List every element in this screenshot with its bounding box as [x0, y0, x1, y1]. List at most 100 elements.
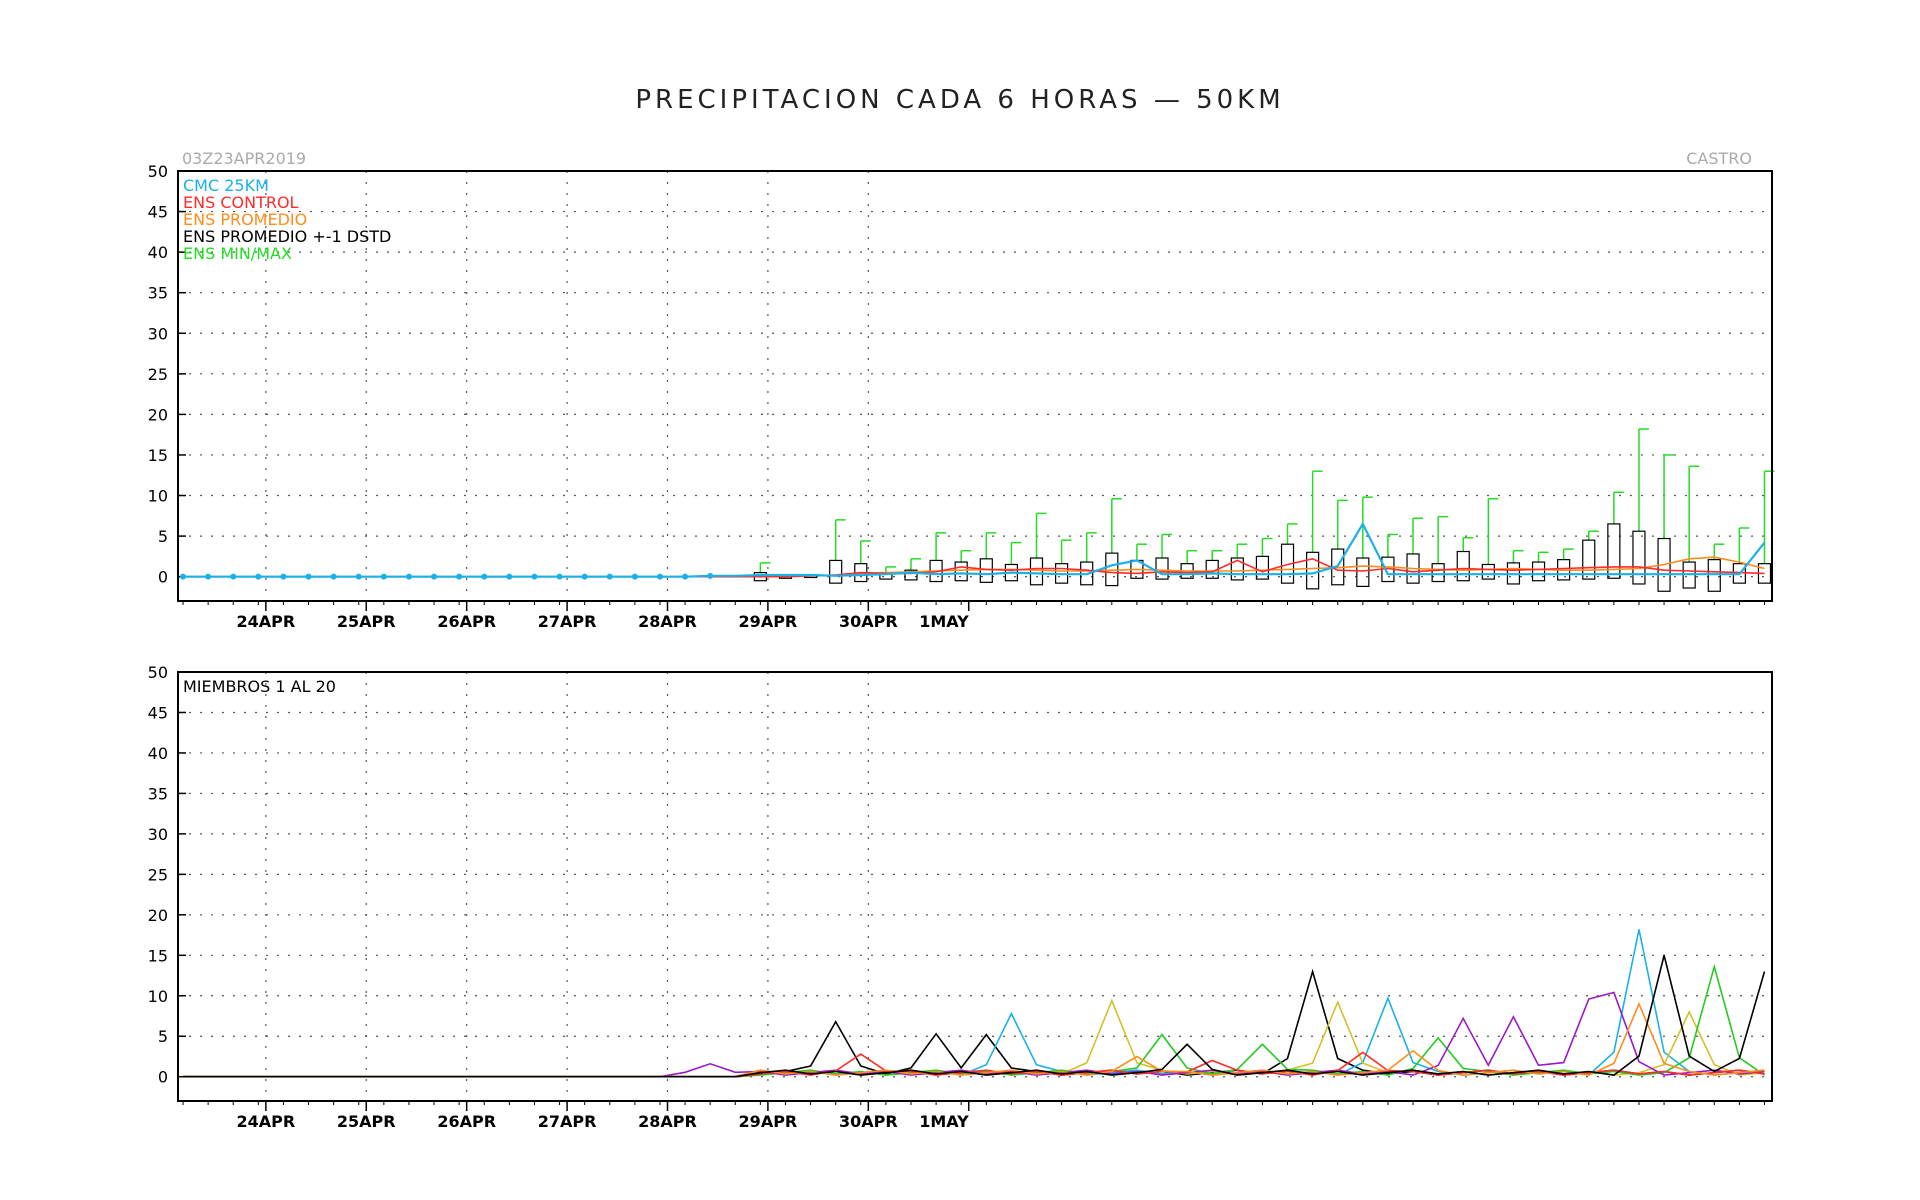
y-tick-label: 0 [158, 568, 168, 587]
cmc-point [205, 573, 212, 580]
cmc-point [255, 573, 262, 580]
y-tick-label: 15 [148, 946, 168, 965]
legend-item-dstd: ENS PROMEDIO +-1 DSTD [183, 227, 391, 246]
std-box [1431, 563, 1445, 583]
cmc-point [280, 573, 287, 580]
x-tick-label: 1MAY [919, 1112, 969, 1131]
std-box [904, 569, 918, 581]
y-tick-label: 20 [148, 906, 168, 925]
x-tick-label: 27APR [538, 612, 597, 631]
x-tick-label: 28APR [638, 1112, 697, 1131]
cmc-point [506, 573, 513, 580]
y-tick-label: 5 [158, 1027, 168, 1046]
cmc-point [481, 573, 488, 580]
x-tick-label: 24APR [237, 612, 296, 631]
panel-top: 0 5 10 15 20 25 30 35 40 45 50 24APR 25APR 26APR 27APR… [148, 162, 1775, 631]
chart-title: PRECIPITACION CADA 6 HORAS — 50KM [635, 85, 1284, 115]
std-box [1255, 555, 1270, 580]
std-box [1155, 557, 1169, 580]
y-tick-label: 20 [148, 405, 168, 424]
y-tick-label: 50 [148, 162, 168, 181]
x-tick-label: 28APR [638, 612, 697, 631]
std-box [1582, 539, 1596, 580]
plot-frame [177, 671, 1773, 1102]
member-series [183, 963, 1765, 1078]
x-tick-label: 25APR [337, 1112, 396, 1131]
cmc-point [380, 573, 387, 580]
cmc-point [531, 573, 538, 580]
cmc-point [682, 573, 689, 580]
members-annotation: MIEMBROS 1 AL 20 [183, 677, 336, 696]
std-box [1481, 563, 1495, 580]
member-series [183, 998, 1765, 1078]
plot-frame [177, 170, 1773, 602]
cmc-point [431, 573, 438, 580]
member-series [183, 955, 1766, 1078]
cmc-point [355, 573, 362, 580]
y-tick-label: 35 [148, 784, 168, 803]
y-tick-label: 10 [148, 487, 168, 506]
cmc-point [606, 573, 613, 580]
cmc-point [456, 573, 463, 580]
x-tick-label: 24APR [237, 1112, 296, 1131]
cmc-point [581, 573, 588, 580]
std-box [1531, 561, 1546, 582]
y-tick-label: 40 [148, 744, 168, 763]
y-tick-label: 0 [158, 1068, 168, 1087]
std-box [1607, 523, 1621, 579]
y-tick-label: 15 [148, 446, 168, 465]
x-tick-label: 27APR [538, 1112, 597, 1131]
std-box [1306, 551, 1320, 590]
std-box [829, 559, 843, 584]
legend-item-cmc: CMC 25KM [183, 176, 269, 195]
x-tick-label: 30APR [839, 612, 898, 631]
cmc-point [230, 573, 237, 580]
std-box [1356, 557, 1370, 587]
y-tick-label: 40 [148, 243, 168, 262]
y-tick-label: 10 [148, 987, 168, 1006]
cmc-point [305, 573, 312, 580]
std-box [1632, 530, 1646, 585]
std-box [979, 558, 993, 583]
y-tick-label: 45 [148, 203, 168, 222]
y-tick-label: 45 [148, 703, 168, 722]
cmc-point [707, 572, 714, 579]
x-tick-label: 29APR [739, 1112, 798, 1131]
std-box [1029, 557, 1044, 586]
legend-item-promedio: ENS PROMEDIO [183, 210, 307, 229]
y-tick-label: 5 [158, 527, 168, 546]
y-tick-label: 30 [148, 825, 168, 844]
member-series [183, 991, 1765, 1078]
cmc-point [631, 573, 638, 580]
std-box [1707, 559, 1721, 592]
member-series [183, 968, 1765, 1078]
x-tick-label: 25APR [337, 612, 396, 631]
cmc-point [656, 573, 663, 580]
member-series [183, 929, 1765, 1078]
x-tick-label: 26APR [437, 612, 496, 631]
member-series [183, 1001, 1765, 1078]
cmc-point [405, 573, 412, 580]
series-cmc-25km [183, 521, 1766, 578]
y-tick-label: 25 [148, 865, 168, 884]
x-tick-label: 26APR [437, 1112, 496, 1131]
location-label: CASTRO [1686, 149, 1752, 168]
legend-item-control: ENS CONTROL [183, 193, 299, 212]
y-tick-label: 30 [148, 324, 168, 343]
cmc-point [330, 573, 337, 580]
x-tick-label: 1MAY [919, 612, 969, 631]
y-tick-label: 50 [148, 663, 168, 682]
y-tick-label: 25 [148, 365, 168, 384]
std-box [954, 561, 968, 582]
panel-bottom: 0 5 10 15 20 25 30 35 40 45 50 24APR 25APR 26APR 27APR… [148, 663, 1773, 1131]
x-tick-label: 29APR [739, 612, 798, 631]
x-tick-label: 30APR [839, 1112, 898, 1131]
std-box [1456, 550, 1470, 582]
std-box [1230, 557, 1244, 581]
legend-item-minmax: ENS MIN/MAX [183, 244, 292, 263]
cmc-point [180, 573, 187, 580]
y-tick-label: 35 [148, 284, 168, 303]
cmc-point [556, 573, 563, 580]
run-label: 03Z23APR2019 [182, 149, 306, 168]
